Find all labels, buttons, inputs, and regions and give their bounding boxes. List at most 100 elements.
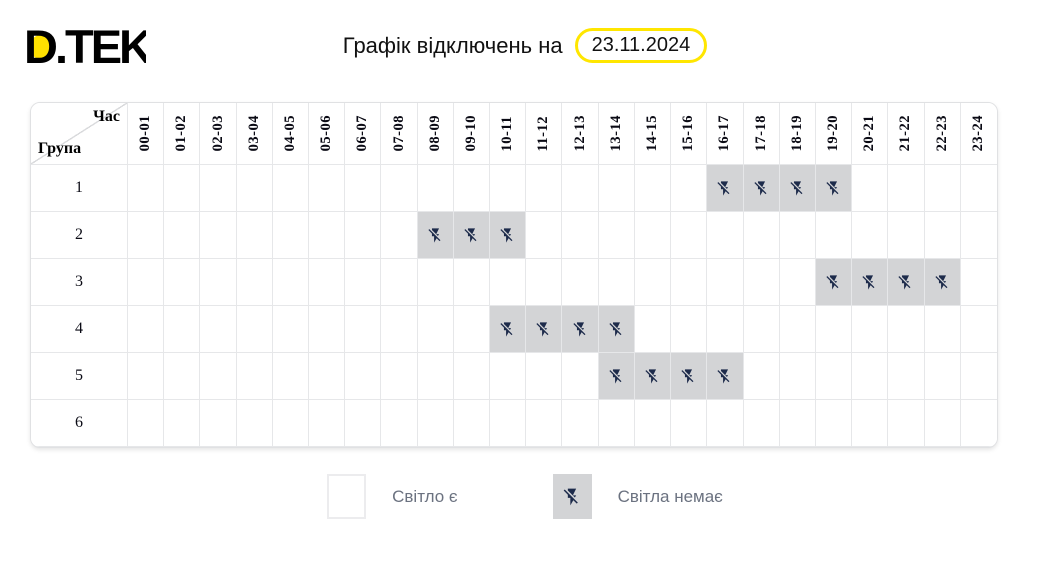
hour-header-15-16: 15-16 [671,103,708,165]
power-on-cell-group5-19-20 [815,353,853,400]
power-on-cell-group6-07-08 [381,400,418,447]
hour-header-02-03: 02-03 [200,103,237,165]
hour-header-19-20: 19-20 [815,103,853,165]
power-on-cell-group5-09-10 [453,353,491,400]
power-on-cell-group3-16-17 [707,259,744,306]
outage-cell-group1-19-20 [815,165,853,212]
power-on-cell-group4-23-24 [960,306,997,353]
power-on-cell-group5-18-19 [779,353,816,400]
power-on-cell-group4-08-09 [417,306,454,353]
hour-header-label: 16-17 [716,115,733,152]
power-on-cell-group6-12-13 [562,400,599,447]
power-on-cell-group5-12-13 [562,353,599,400]
power-on-cell-group2-04-05 [272,212,310,259]
outage-cell-group1-18-19 [779,165,816,212]
power-on-cell-group2-12-13 [562,212,599,259]
power-on-cell-group5-20-21 [852,353,889,400]
hour-header-16-17: 16-17 [707,103,744,165]
power-on-cell-group1-00-01 [128,165,165,212]
power-on-cell-group5-10-11 [490,353,527,400]
power-on-cell-group1-07-08 [381,165,418,212]
hour-header-label: 11-12 [535,115,552,152]
outage-cell-group1-17-18 [743,165,780,212]
flash-off-icon [717,368,730,384]
power-on-cell-group4-07-08 [381,306,418,353]
flash-off-icon [609,368,622,384]
flash-off-icon [898,274,911,290]
power-on-cell-group5-21-22 [888,353,925,400]
power-on-cell-group1-14-15 [634,165,672,212]
outage-cell-group2-10-11 [490,212,527,259]
power-on-cell-group3-23-24 [960,259,997,306]
groups-axis-label: Група [38,140,82,157]
power-on-cell-group2-00-01 [128,212,165,259]
dtek-logo: D.TEK [24,18,156,75]
power-on-cell-group3-17-18 [743,259,780,306]
power-on-cell-group5-01-02 [164,353,201,400]
power-on-cell-group4-03-04 [236,306,273,353]
outage-cell-group2-08-09 [417,212,454,259]
power-on-cell-group3-15-16 [671,259,708,306]
hour-header-label: 10-11 [499,115,516,152]
hour-header-label: 15-16 [680,115,697,152]
dtek-logo-graphic: D.TEK [24,20,156,73]
legend-power-off-label: Світла немає [617,486,723,506]
hour-header-label: 05-06 [318,115,335,152]
power-on-cell-group2-16-17 [707,212,744,259]
group-label-4: 4 [31,306,128,353]
power-on-cell-group5-05-06 [309,353,346,400]
power-on-cell-group4-09-10 [453,306,491,353]
hour-header-label: 03-04 [245,115,262,152]
group-label-6: 6 [31,400,128,447]
outage-cell-group5-16-17 [707,353,744,400]
power-on-cell-group6-16-17 [707,400,744,447]
power-on-cell-group2-11-12 [526,212,563,259]
power-on-cell-group1-23-24 [960,165,997,212]
flash-off-icon [717,180,730,196]
power-on-cell-group5-06-07 [345,353,382,400]
power-on-cell-group6-08-09 [417,400,454,447]
power-on-cell-group5-03-04 [236,353,273,400]
power-on-cell-group5-17-18 [743,353,780,400]
power-on-cell-group6-09-10 [453,400,491,447]
power-on-cell-group2-05-06 [309,212,346,259]
power-on-cell-group2-22-23 [924,212,961,259]
flash-off-icon [464,227,477,243]
power-on-cell-group3-04-05 [272,259,310,306]
hour-header-label: 20-21 [861,115,878,152]
hour-header-label: 19-20 [825,115,842,152]
power-on-cell-group1-04-05 [272,165,310,212]
hour-header-label: 00-01 [137,115,154,152]
power-on-cell-group1-21-22 [888,165,925,212]
hour-header-label: 14-15 [644,115,660,152]
power-on-cell-group2-19-20 [815,212,853,259]
svg-text:D.TEK: D.TEK [26,20,146,70]
hour-header-label: 06-07 [354,115,371,152]
outage-cell-group3-20-21 [852,259,889,306]
outage-schedule-table: Час Група 00-01 01-02 02-03 03-04 04-05 05-06… [30,102,998,448]
flash-off-icon [790,180,803,196]
power-on-cell-group5-07-08 [381,353,418,400]
hour-header-06-07: 06-07 [345,103,382,165]
power-on-cell-group1-01-02 [164,165,201,212]
outage-cell-group5-13-14 [598,353,635,400]
power-on-cell-group1-02-03 [200,165,237,212]
hour-header-label: 12-13 [571,115,588,152]
power-on-cell-group3-06-07 [345,259,382,306]
hour-header-label: 18-19 [788,115,805,152]
outage-cell-group3-22-23 [924,259,961,306]
power-on-cell-group4-16-17 [707,306,744,353]
outage-cell-group4-13-14 [598,306,635,353]
legend-power-off-swatch [552,474,592,519]
outage-cell-group5-15-16 [671,353,708,400]
hour-header-22-23: 22-23 [924,103,961,165]
power-on-cell-group2-23-24 [960,212,997,259]
hour-header-label: 07-08 [390,115,407,152]
power-on-cell-group1-03-04 [236,165,273,212]
flash-off-icon [826,274,839,290]
hour-header-01-02: 01-02 [164,103,201,165]
power-on-cell-group1-13-14 [598,165,635,212]
outage-cell-group1-16-17 [707,165,744,212]
corner-header-cell: Час Група [31,103,128,165]
power-on-cell-group3-08-09 [417,259,454,306]
